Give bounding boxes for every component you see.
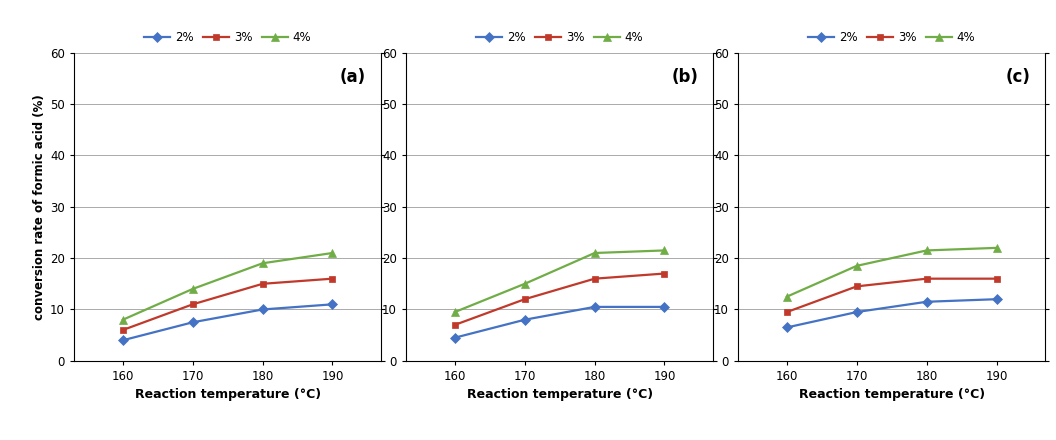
3%	[449, 322, 461, 327]
Line: 2%: 2%	[119, 301, 336, 344]
4%	[921, 248, 934, 253]
2%	[449, 335, 461, 341]
Line: 3%: 3%	[451, 270, 668, 328]
X-axis label: Reaction temperature (°C): Reaction temperature (°C)	[798, 389, 985, 401]
2%	[991, 297, 1003, 302]
2%	[921, 299, 934, 304]
3%	[588, 276, 601, 281]
3%	[991, 276, 1003, 281]
4%	[588, 250, 601, 256]
Legend: 2%, 3%, 4%: 2%, 3%, 4%	[476, 31, 643, 44]
2%	[257, 307, 269, 312]
4%	[116, 317, 129, 323]
Line: 4%: 4%	[451, 246, 668, 316]
2%	[588, 304, 601, 310]
2%	[186, 319, 199, 325]
3%	[257, 281, 269, 286]
2%	[850, 309, 863, 315]
4%	[449, 309, 461, 315]
2%	[116, 337, 129, 343]
4%	[780, 294, 793, 299]
2%	[326, 302, 339, 307]
3%	[116, 327, 129, 333]
Line: 3%: 3%	[119, 275, 336, 334]
2%	[518, 317, 531, 323]
4%	[850, 263, 863, 268]
4%	[326, 250, 339, 256]
4%	[658, 248, 671, 253]
X-axis label: Reaction temperature (°C): Reaction temperature (°C)	[467, 389, 653, 401]
4%	[257, 260, 269, 266]
Legend: 2%, 3%, 4%: 2%, 3%, 4%	[808, 31, 975, 44]
Line: 2%: 2%	[784, 296, 1000, 331]
Legend: 2%, 3%, 4%: 2%, 3%, 4%	[145, 31, 312, 44]
X-axis label: Reaction temperature (°C): Reaction temperature (°C)	[134, 389, 321, 401]
3%	[658, 271, 671, 276]
2%	[658, 304, 671, 310]
3%	[921, 276, 934, 281]
Line: 4%: 4%	[782, 244, 1001, 301]
3%	[518, 297, 531, 302]
Text: (c): (c)	[1005, 68, 1030, 86]
Line: 4%: 4%	[118, 249, 337, 324]
2%	[780, 325, 793, 330]
4%	[518, 281, 531, 286]
Line: 3%: 3%	[784, 275, 1000, 315]
4%	[991, 245, 1003, 250]
Y-axis label: conversion rate of formic acid (%): conversion rate of formic acid (%)	[33, 94, 45, 320]
Line: 2%: 2%	[451, 304, 668, 341]
3%	[186, 302, 199, 307]
Text: (b): (b)	[672, 68, 698, 86]
3%	[326, 276, 339, 281]
3%	[850, 284, 863, 289]
4%	[186, 286, 199, 292]
3%	[780, 309, 793, 315]
Text: (a): (a)	[340, 68, 366, 86]
